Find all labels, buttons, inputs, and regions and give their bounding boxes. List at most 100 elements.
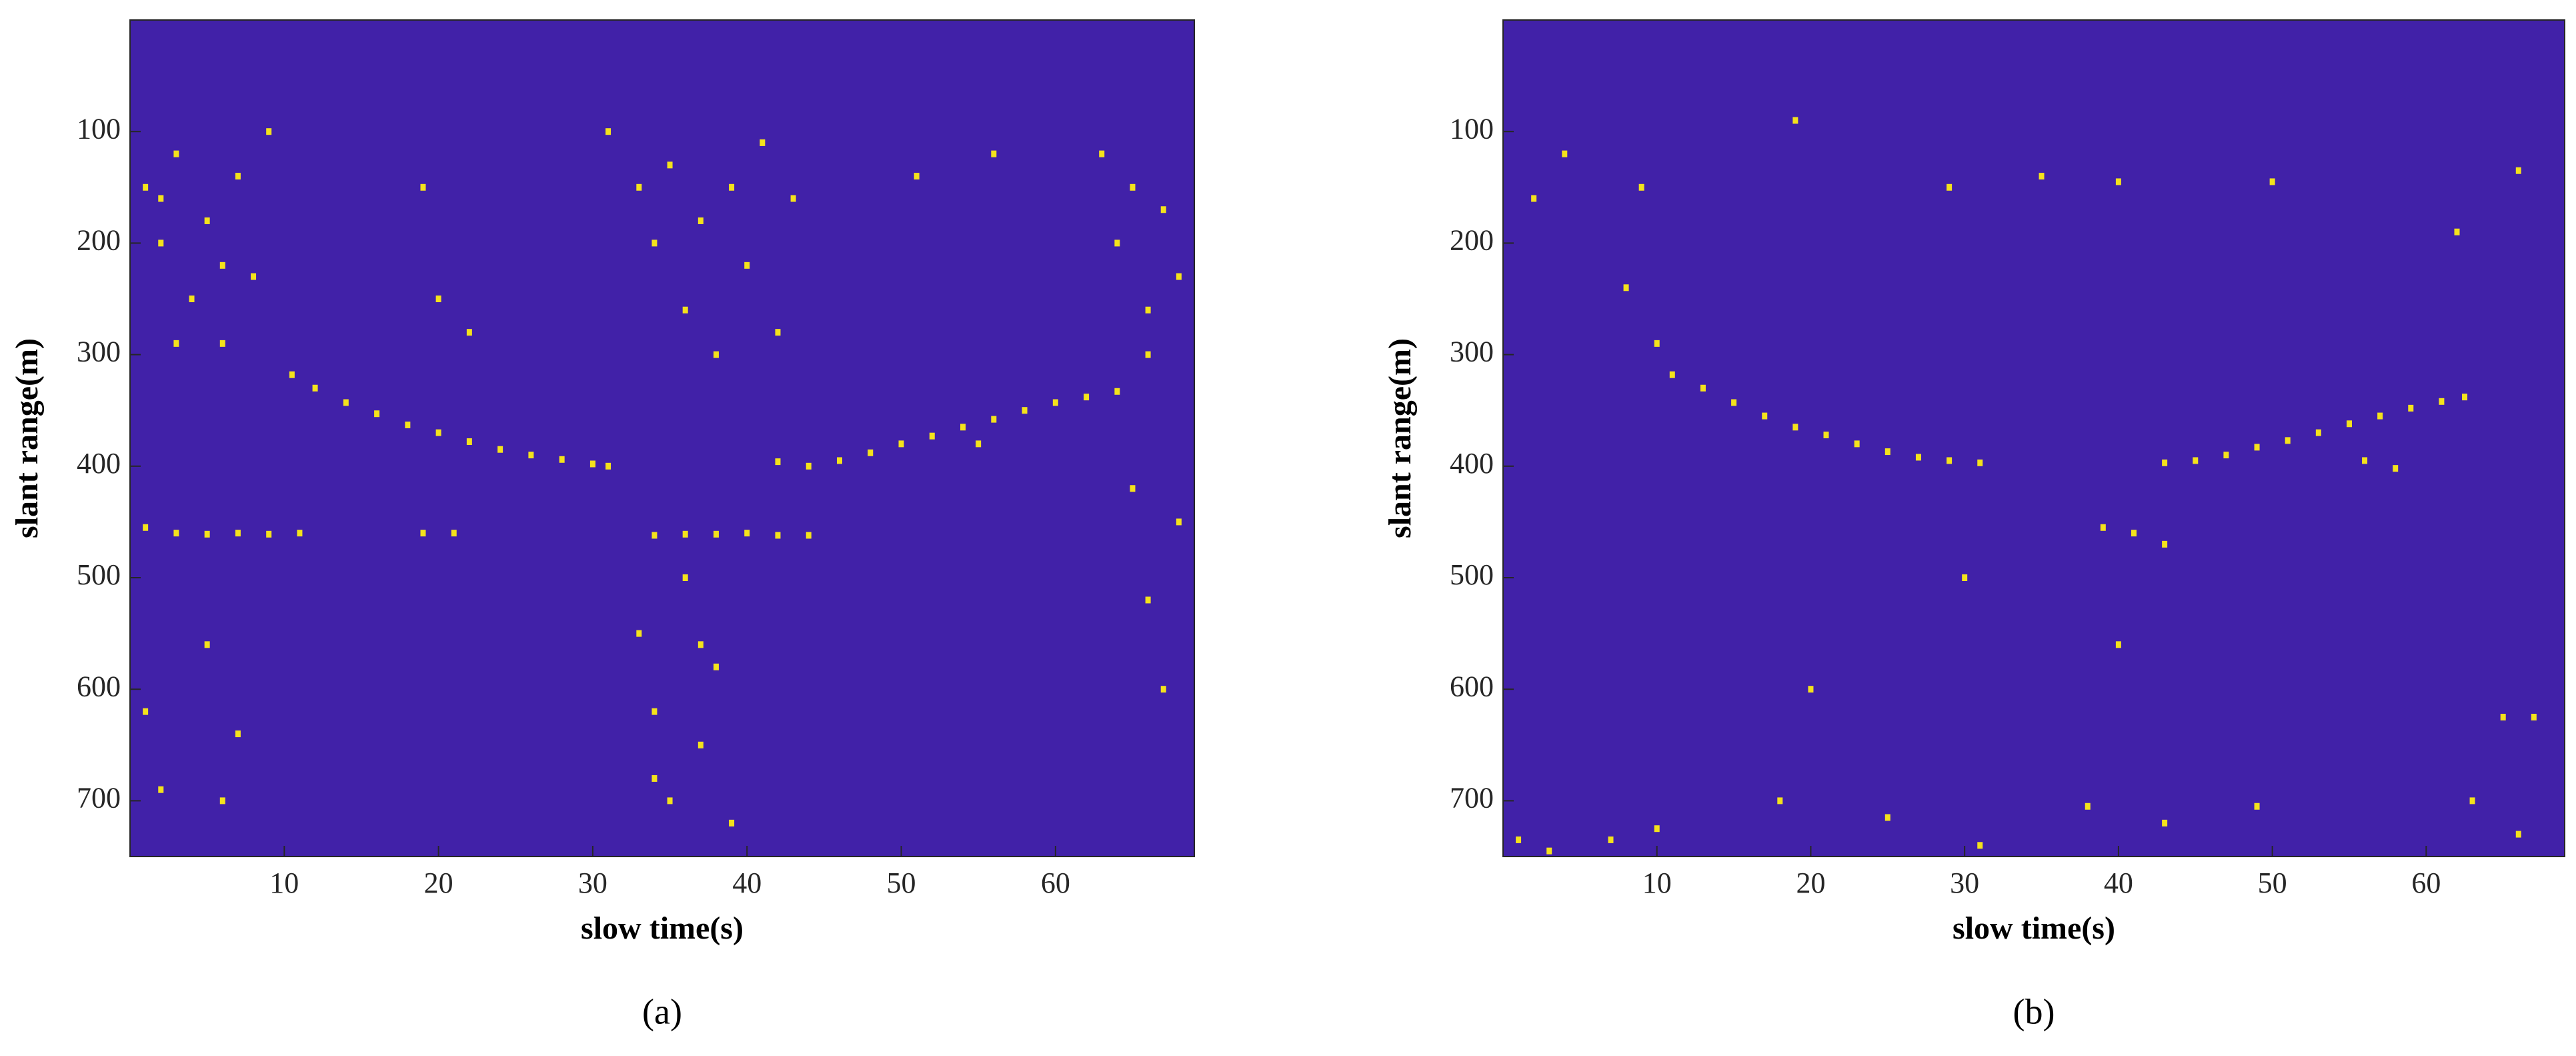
data-point bbox=[235, 530, 241, 537]
data-point bbox=[1947, 183, 1953, 191]
y-tick-label: 300 bbox=[1450, 336, 1494, 368]
data-point bbox=[1160, 686, 1166, 693]
data-point bbox=[929, 432, 935, 440]
axes-frame bbox=[129, 19, 1195, 857]
data-point bbox=[219, 340, 225, 347]
data-point bbox=[343, 399, 349, 406]
data-point bbox=[1792, 117, 1798, 124]
data-point bbox=[1792, 424, 1798, 431]
x-tick-label: 30 bbox=[578, 867, 607, 899]
data-point bbox=[1777, 797, 1783, 805]
data-point bbox=[420, 530, 426, 537]
data-point bbox=[806, 462, 812, 470]
y-tick-label: 600 bbox=[77, 670, 121, 702]
data-point bbox=[2315, 429, 2321, 436]
data-point bbox=[1962, 574, 1968, 581]
data-point bbox=[2454, 228, 2460, 235]
data-point bbox=[189, 296, 195, 302]
y-tick-label: 700 bbox=[77, 781, 121, 814]
data-point bbox=[158, 239, 164, 247]
data-point bbox=[2269, 178, 2275, 185]
data-point bbox=[760, 139, 766, 146]
x-tick-label: 60 bbox=[2411, 867, 2441, 899]
data-point bbox=[158, 195, 164, 202]
data-point bbox=[744, 261, 750, 269]
data-point bbox=[713, 663, 719, 670]
data-point bbox=[173, 530, 179, 537]
x-axis-label: slow time(s) bbox=[1953, 911, 2115, 946]
data-point bbox=[1654, 825, 1660, 833]
data-point bbox=[1608, 836, 1614, 843]
data-point bbox=[1022, 407, 1028, 414]
data-point bbox=[1130, 485, 1136, 492]
data-point bbox=[991, 150, 997, 157]
data-point bbox=[466, 438, 472, 446]
data-point bbox=[682, 574, 688, 581]
y-tick-label: 300 bbox=[77, 336, 121, 368]
data-point bbox=[1823, 431, 1829, 438]
data-point bbox=[806, 532, 812, 539]
x-tick-label: 20 bbox=[1796, 867, 1825, 899]
data-point bbox=[1546, 847, 1552, 855]
data-point bbox=[173, 340, 179, 347]
data-point bbox=[235, 173, 241, 180]
data-point bbox=[2500, 714, 2506, 720]
y-tick-label: 400 bbox=[77, 447, 121, 480]
data-point bbox=[2469, 797, 2475, 805]
data-point bbox=[898, 440, 904, 448]
data-point bbox=[1114, 239, 1120, 247]
data-point bbox=[1915, 454, 1921, 461]
data-point bbox=[2131, 530, 2137, 537]
data-point bbox=[1130, 183, 1136, 191]
y-axis-label: slant range(m) bbox=[1382, 338, 1418, 538]
data-point bbox=[2162, 819, 2168, 827]
data-point bbox=[251, 273, 257, 280]
data-point bbox=[204, 530, 210, 538]
data-point bbox=[451, 530, 457, 537]
data-point bbox=[497, 446, 503, 453]
data-point bbox=[976, 440, 982, 448]
data-point bbox=[405, 421, 411, 428]
axes-frame bbox=[1502, 19, 2565, 857]
data-point bbox=[698, 741, 704, 748]
data-point bbox=[837, 457, 842, 464]
data-point bbox=[204, 217, 210, 224]
x-tick-label: 20 bbox=[424, 867, 453, 899]
y-tick-label: 700 bbox=[1450, 781, 1494, 814]
data-point bbox=[2039, 173, 2045, 180]
data-point bbox=[775, 458, 781, 466]
data-point bbox=[559, 456, 565, 463]
data-point bbox=[143, 524, 149, 531]
data-point bbox=[775, 532, 781, 539]
data-point bbox=[1808, 686, 1814, 693]
data-point bbox=[682, 530, 688, 538]
panel-caption: (b) bbox=[2013, 991, 2055, 1031]
data-point bbox=[1854, 440, 1860, 448]
data-point bbox=[2393, 465, 2399, 472]
data-point bbox=[667, 161, 673, 169]
data-point bbox=[1977, 842, 1983, 849]
data-point bbox=[219, 261, 225, 269]
data-point bbox=[420, 183, 426, 191]
data-point bbox=[1654, 340, 1660, 347]
x-tick-label: 60 bbox=[1041, 867, 1070, 899]
data-point bbox=[1638, 183, 1644, 191]
data-point bbox=[1052, 399, 1058, 406]
data-point bbox=[2115, 178, 2121, 185]
x-tick-label: 50 bbox=[887, 867, 916, 899]
data-point bbox=[1623, 284, 1629, 292]
x-tick-label: 40 bbox=[2104, 867, 2133, 899]
data-point bbox=[713, 530, 719, 538]
data-point bbox=[744, 530, 750, 537]
x-tick-label: 10 bbox=[1642, 867, 1672, 899]
data-point bbox=[2285, 437, 2291, 444]
data-point bbox=[266, 128, 272, 135]
data-point bbox=[960, 424, 966, 431]
data-point bbox=[2346, 420, 2352, 428]
x-tick-label: 50 bbox=[2258, 867, 2287, 899]
data-point bbox=[1669, 371, 1675, 378]
data-point bbox=[698, 217, 704, 224]
data-point bbox=[605, 462, 611, 470]
data-point bbox=[636, 630, 642, 637]
